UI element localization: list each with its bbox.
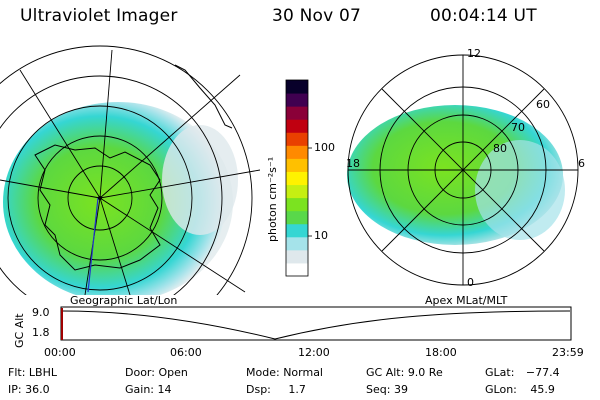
colorbar-cell	[286, 210, 308, 225]
altitude-ytick-low: 1.8	[32, 326, 50, 339]
colorbar-cell	[286, 106, 308, 120]
mlat-label-70: 70	[511, 121, 525, 134]
geographic-caption: Geographic Lat/Lon	[70, 294, 178, 307]
status-glon: GLon: 45.9	[485, 383, 555, 396]
status-dsp: Dsp: 1.7	[246, 383, 306, 396]
colorbar-cell	[286, 184, 308, 199]
colorbar-cell	[286, 236, 308, 251]
altitude-plot	[60, 306, 572, 341]
colorbar-tick-10: 10	[314, 229, 328, 242]
magnetic-image	[347, 54, 579, 286]
colorbar-cell	[286, 262, 308, 277]
colorbar-cell	[286, 145, 308, 159]
xtick-1800: 18:00	[425, 346, 457, 359]
colorbar-cell	[286, 93, 308, 107]
colorbar-cell	[286, 249, 308, 264]
mlt-label-0: 0	[467, 276, 474, 289]
xtick-0600: 06:00	[170, 346, 202, 359]
colorbar-cell	[286, 119, 308, 133]
altitude-ytick-high: 9.0	[32, 306, 50, 319]
terminator-line	[87, 197, 99, 293]
instrument-title: Ultraviolet Imager	[20, 6, 178, 26]
time-label: 00:04:14 UT	[430, 6, 537, 26]
xtick-1200: 12:00	[298, 346, 330, 359]
status-ip: IP: 36.0	[8, 383, 50, 396]
mlt-label-18: 18	[346, 157, 360, 170]
apex-caption: Apex MLat/MLT	[425, 294, 508, 307]
altitude-curve	[61, 310, 571, 340]
status-flt: Flt: LBHL	[8, 366, 57, 379]
geographic-image	[0, 45, 260, 295]
colorbar-cell	[286, 197, 308, 212]
altitude-ylabel: GC Alt	[13, 313, 26, 348]
mlat-label-60: 60	[536, 98, 550, 111]
xtick-2359: 23:59	[552, 346, 584, 359]
status-door: Door: Open	[125, 366, 188, 379]
status-gc-alt: GC Alt: 9.0 Re	[366, 366, 443, 379]
colorbar-cell	[286, 171, 308, 186]
status-gain: Gain: 14	[125, 383, 172, 396]
mlt-label-6: 6	[578, 157, 585, 170]
antarctica-outline	[34, 144, 161, 271]
mlt-grid	[348, 55, 578, 285]
colorbar-cell	[286, 80, 308, 94]
colorbar-cell	[286, 158, 308, 172]
lat-grid	[0, 45, 253, 295]
date-label: 30 Nov 07	[272, 6, 362, 26]
status-glat: GLat: −77.4	[485, 366, 560, 379]
colorbar	[285, 79, 312, 277]
xtick-0000: 00:00	[44, 346, 76, 359]
status-mode: Mode: Normal	[246, 366, 323, 379]
colorbar-cell	[286, 132, 308, 146]
colorbar-unit-label: photon cm⁻²s⁻¹	[266, 156, 279, 242]
mlt-label-12: 12	[467, 47, 481, 60]
colorbar-tick-100: 100	[314, 141, 335, 154]
mlat-label-80: 80	[493, 142, 507, 155]
status-seq: Seq: 39	[366, 383, 408, 396]
colorbar-cell	[286, 223, 308, 238]
